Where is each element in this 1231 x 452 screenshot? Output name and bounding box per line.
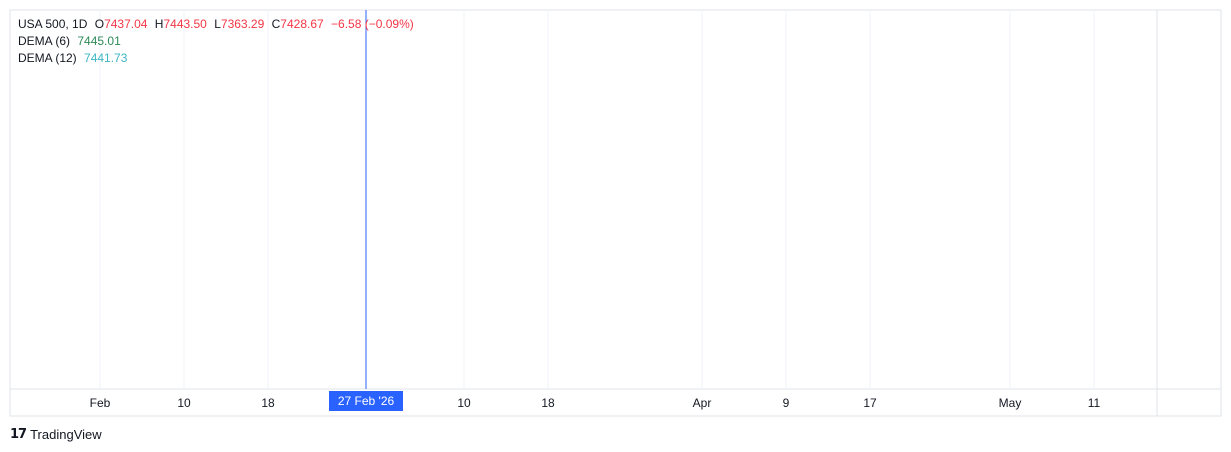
- x-axis: Feb 10 18 27 Feb '26 10 18 Apr 9 17 May 11: [90, 391, 1101, 411]
- close-value: 7428.67: [280, 17, 324, 31]
- dema-12-value: 7441.73: [84, 51, 128, 65]
- symbol-label: USA 500, 1D: [18, 17, 88, 31]
- x-tick-label: 17: [863, 396, 877, 410]
- chart-frame: [9, 9, 1222, 417]
- change-value: −6.58 (−0.09%): [331, 17, 414, 31]
- close-label: C: [271, 17, 281, 31]
- dema-12-label: DEMA (12): [18, 51, 77, 65]
- dema-6-label: DEMA (6): [18, 34, 71, 48]
- x-tick-label: 11: [1088, 396, 1101, 410]
- dema-6-value: 7445.01: [77, 34, 121, 48]
- open-value: 7437.04: [104, 17, 148, 31]
- x-tick-label: 9: [783, 396, 790, 410]
- high-value: 7443.50: [163, 17, 207, 31]
- dema-6-legend[interactable]: DEMA (6) 7445.01: [18, 34, 125, 48]
- ohlc-legend: USA 500, 1D O7437.04 H7443.50 L7363.29 C…: [18, 17, 418, 31]
- tradingview-logo-icon: 𝟭𝟳: [10, 426, 27, 441]
- high-label: H: [154, 17, 164, 31]
- open-label: O: [94, 17, 105, 31]
- x-tick-label: Apr: [693, 396, 712, 410]
- grid-lines: [99, 10, 1095, 389]
- x-tick-label: 18: [261, 396, 275, 410]
- dema-12-legend[interactable]: DEMA (12) 7441.73: [18, 51, 131, 65]
- x-tick-label: 27 Feb '26: [338, 394, 395, 408]
- x-tick-label: 10: [457, 396, 471, 410]
- crosshair-date-tag: [329, 391, 403, 411]
- low-value: 7363.29: [220, 17, 265, 31]
- x-tick-label: May: [999, 396, 1022, 410]
- tradingview-brand[interactable]: 𝟭𝟳 TradingView: [10, 426, 102, 442]
- low-label: L: [214, 17, 221, 31]
- x-tick-label: 10: [177, 396, 191, 410]
- brand-label: TradingView: [30, 426, 102, 442]
- x-tick-label: 18: [541, 396, 555, 410]
- x-tick-label: Feb: [90, 396, 111, 410]
